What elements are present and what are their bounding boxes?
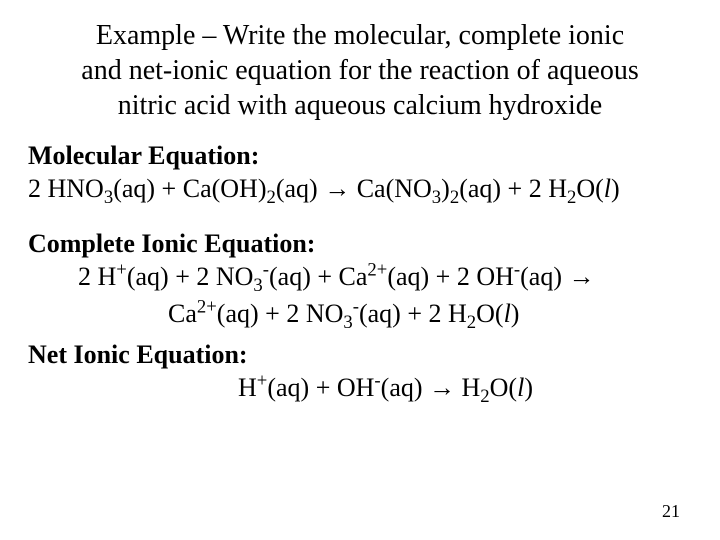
subscript: 3 xyxy=(104,187,113,208)
text: (aq) + Ca(OH) xyxy=(113,174,266,203)
text: (aq) + 2 H xyxy=(359,299,467,328)
italic-l: l xyxy=(504,299,511,328)
complete-ionic-products: Ca2+(aq) + 2 NO3-(aq) + 2 H2O(l) xyxy=(28,296,692,332)
title-line-2: and net-ionic equation for the reaction … xyxy=(81,55,638,86)
text: Ca(NO xyxy=(350,174,432,203)
text: (aq) + 2 NO xyxy=(127,262,254,291)
text: O( xyxy=(490,373,517,402)
title-line-1: Example – Write the molecular, complete … xyxy=(96,20,624,51)
text: (aq) xyxy=(381,373,429,402)
subscript: 3 xyxy=(432,187,441,208)
text: (aq) + 2 OH xyxy=(387,262,514,291)
subscript: 2 xyxy=(266,187,275,208)
slide-title: Example – Write the molecular, complete … xyxy=(28,18,692,123)
molecular-label: Molecular Equation: xyxy=(28,141,692,171)
text: (aq) + 2 NO xyxy=(217,299,344,328)
subscript: 2 xyxy=(480,386,489,407)
subscript: 3 xyxy=(253,276,262,297)
text: ) xyxy=(524,373,533,402)
arrow-icon: → xyxy=(324,174,350,203)
arrow-icon: → xyxy=(569,262,595,291)
complete-ionic-label: Complete Ionic Equation: xyxy=(28,229,692,259)
text: (aq) xyxy=(276,174,324,203)
subscript: 3 xyxy=(343,312,352,333)
arrow-icon: → xyxy=(429,373,455,402)
superscript: + xyxy=(257,371,268,392)
text: O( xyxy=(476,299,503,328)
superscript: + xyxy=(116,260,127,281)
text: 2 HNO xyxy=(28,174,104,203)
superscript: 2+ xyxy=(367,260,387,281)
subscript: 2 xyxy=(467,312,476,333)
complete-ionic-reactants: 2 H+(aq) + 2 NO3-(aq) + Ca2+(aq) + 2 OH-… xyxy=(28,259,692,295)
net-ionic-equation: H+(aq) + OH-(aq) → H2O(l) xyxy=(28,370,692,406)
superscript: 2+ xyxy=(197,296,217,317)
molecular-equation-block: Molecular Equation: 2 HNO3(aq) + Ca(OH)2… xyxy=(28,141,692,207)
text: (aq) + OH xyxy=(267,373,374,402)
text: ) xyxy=(611,174,620,203)
text: ) xyxy=(511,299,520,328)
text: ) xyxy=(441,174,450,203)
subscript: 2 xyxy=(450,187,459,208)
text: O( xyxy=(576,174,603,203)
subscript: 2 xyxy=(567,187,576,208)
text: Ca xyxy=(168,299,197,328)
text: (aq) xyxy=(520,262,568,291)
italic-l: l xyxy=(604,174,611,203)
text: 2 H xyxy=(78,262,116,291)
title-line-3: nitric acid with aqueous calcium hydroxi… xyxy=(118,90,602,121)
text: H xyxy=(238,373,257,402)
net-ionic-label: Net Ionic Equation: xyxy=(28,340,692,370)
text: (aq) + 2 H xyxy=(459,174,567,203)
molecular-equation: 2 HNO3(aq) + Ca(OH)2(aq) → Ca(NO3)2(aq) … xyxy=(28,171,692,207)
text: H xyxy=(455,373,480,402)
complete-ionic-block: Complete Ionic Equation: 2 H+(aq) + 2 NO… xyxy=(28,229,692,406)
text: (aq) + Ca xyxy=(269,262,367,291)
page-number: 21 xyxy=(662,501,680,522)
